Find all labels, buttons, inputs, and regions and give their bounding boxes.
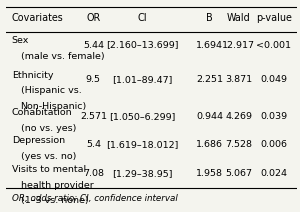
- Text: (male vs. female): (male vs. female): [20, 52, 104, 61]
- Text: OR: OR: [86, 13, 100, 23]
- Text: p-value: p-value: [256, 13, 292, 23]
- Text: 0.024: 0.024: [260, 169, 287, 178]
- Text: [2.160–13.699]: [2.160–13.699]: [106, 40, 179, 50]
- Text: (no vs. yes): (no vs. yes): [20, 124, 76, 133]
- Text: OR, odds ratio; CI, confidence interval: OR, odds ratio; CI, confidence interval: [12, 194, 178, 203]
- Text: Depression: Depression: [12, 136, 65, 145]
- Text: 0.049: 0.049: [260, 75, 287, 84]
- Text: [1.050–6.299]: [1.050–6.299]: [110, 112, 176, 121]
- Text: Ethnicity: Ethnicity: [12, 71, 53, 80]
- Text: 5.4: 5.4: [86, 140, 101, 149]
- Text: 2.571: 2.571: [80, 112, 107, 121]
- Text: 3.871: 3.871: [225, 75, 252, 84]
- Text: Covariates: Covariates: [12, 13, 64, 23]
- Text: Sex: Sex: [12, 36, 29, 45]
- Text: 12.917: 12.917: [222, 40, 255, 50]
- Text: 7.528: 7.528: [225, 140, 252, 149]
- Text: health provider: health provider: [20, 181, 93, 190]
- Text: 1.958: 1.958: [196, 169, 223, 178]
- Text: Non-Hispanic): Non-Hispanic): [20, 102, 87, 111]
- Text: Cohabitation: Cohabitation: [12, 108, 72, 117]
- Text: [1.01–89.47]: [1.01–89.47]: [112, 75, 173, 84]
- Text: 0.039: 0.039: [260, 112, 287, 121]
- Text: [1.619–18.012]: [1.619–18.012]: [106, 140, 179, 149]
- Text: 1.694: 1.694: [196, 40, 223, 50]
- Text: 1.686: 1.686: [196, 140, 223, 149]
- Text: 5.067: 5.067: [225, 169, 252, 178]
- Text: <0.001: <0.001: [256, 40, 291, 50]
- Text: CI: CI: [138, 13, 148, 23]
- Text: (yes vs. no): (yes vs. no): [20, 152, 76, 161]
- Text: 0.006: 0.006: [260, 140, 287, 149]
- Text: [1.29–38.95]: [1.29–38.95]: [112, 169, 173, 178]
- Text: 7.08: 7.08: [83, 169, 104, 178]
- Text: Wald: Wald: [227, 13, 251, 23]
- Text: (1–3 vs. none): (1–3 vs. none): [20, 196, 88, 205]
- Text: 2.251: 2.251: [196, 75, 223, 84]
- Text: B: B: [206, 13, 213, 23]
- Text: (Hispanic vs.: (Hispanic vs.: [20, 86, 81, 95]
- Text: 0.944: 0.944: [196, 112, 223, 121]
- Text: Visits to mental: Visits to mental: [12, 165, 86, 174]
- Text: 4.269: 4.269: [225, 112, 252, 121]
- Text: 5.44: 5.44: [83, 40, 104, 50]
- Text: 9.5: 9.5: [86, 75, 101, 84]
